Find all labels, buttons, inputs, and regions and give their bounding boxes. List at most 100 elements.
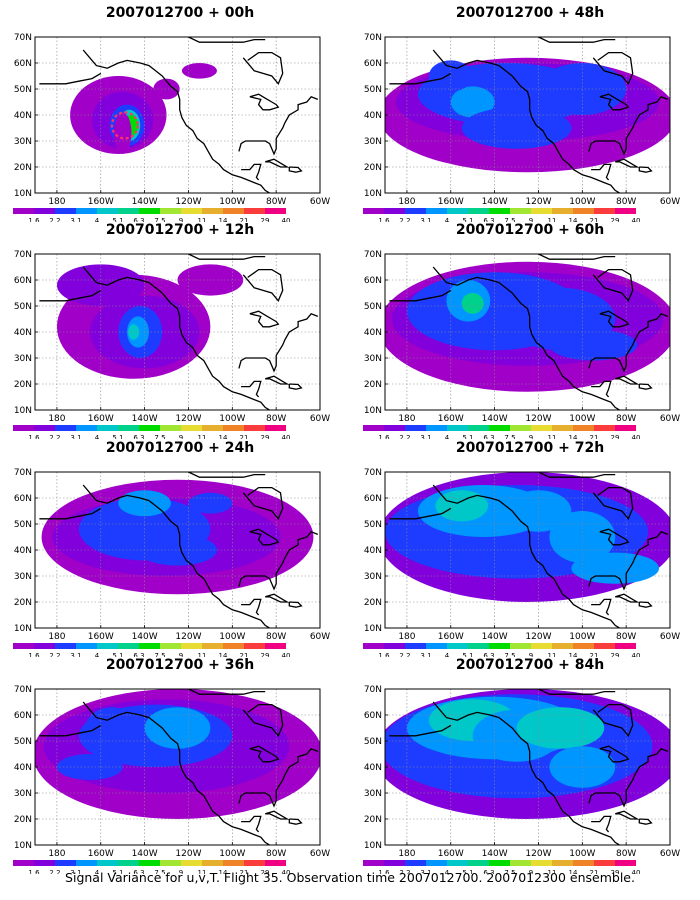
colorbar-label: 29	[611, 434, 620, 439]
colorbar-label: 29	[261, 434, 270, 439]
coastline	[592, 703, 634, 738]
y-tick-label: 60N	[14, 494, 32, 504]
colorbar-swatch	[405, 208, 426, 214]
coastline	[288, 601, 303, 608]
colorbar-swatch	[97, 208, 118, 214]
map-plot: 70N 60N 50N 40N 30N 20N 10N 180 160W 140W 120W 100W…	[363, 685, 680, 874]
coastline	[249, 310, 280, 328]
x-tick-label: 100W	[569, 632, 595, 642]
colorbar-label: 40	[282, 434, 291, 439]
colorbar-label: 21	[590, 434, 599, 439]
colorbar-label: 4	[95, 652, 100, 657]
colorbar-label: 11	[198, 869, 207, 874]
x-tick-label: 120W	[175, 632, 201, 642]
colorbar-swatch	[573, 425, 594, 431]
colorbar-label: 29	[611, 869, 620, 874]
coastline	[82, 49, 270, 193]
variance-contour	[144, 707, 211, 749]
colorbar-label: 14	[219, 652, 228, 657]
colorbar-swatch	[573, 860, 594, 866]
colorbar-swatch	[531, 643, 552, 649]
colorbar-swatch	[181, 425, 202, 431]
coastline	[188, 254, 266, 260]
colorbar-label: 21	[240, 652, 249, 657]
y-tick-label: 70N	[364, 33, 382, 43]
x-tick-label: 140W	[482, 414, 508, 424]
colorbar: 1.6 2.2 3.1 4 5.1 6.3 7.5 9 11 14 21 29 40	[363, 860, 640, 874]
coastline	[265, 158, 290, 168]
y-tick-label: 20N	[14, 815, 32, 825]
x-tick-label: 60W	[660, 414, 680, 424]
colorbar-swatch	[223, 643, 244, 649]
x-tick-label: 60W	[310, 414, 330, 424]
coastline	[82, 484, 270, 628]
coastline	[599, 93, 630, 111]
coastline	[249, 745, 280, 763]
colorbar-swatch	[384, 425, 405, 431]
y-tick-label: 10N	[364, 624, 382, 634]
colorbar-label: 2.2	[399, 217, 410, 222]
colorbar: 1.6 2.2 3.1 4 5.1 6.3 7.5 9 11 14 21 29 40	[13, 860, 290, 874]
map-plot: 70N 60N 50N 40N 30N 20N 10N 180 160W 140W 120W 100W…	[363, 33, 680, 222]
x-tick-label: 160W	[88, 414, 114, 424]
colorbar-label: 7.5	[504, 652, 515, 657]
colorbar-swatch	[202, 643, 223, 649]
colorbar-label: 5.1	[112, 869, 123, 874]
colorbar-swatch	[426, 860, 447, 866]
variance-contour	[188, 492, 233, 514]
colorbar-label: 2.2	[49, 652, 60, 657]
y-tick-label: 50N	[364, 302, 382, 312]
y-tick-label: 10N	[14, 841, 32, 851]
y-tick-label: 50N	[364, 520, 382, 530]
colorbar-swatch	[13, 425, 34, 431]
colorbar-label: 2.2	[49, 217, 60, 222]
x-tick-label: 60W	[660, 632, 680, 642]
colorbar-label: 40	[632, 434, 641, 439]
panel-title: 2007012700 + 48h	[455, 5, 605, 21]
y-tick-label: 60N	[14, 276, 32, 286]
colorbar-swatch	[34, 208, 55, 214]
colorbar-label: 3.1	[420, 869, 431, 874]
y-tick-label: 40N	[364, 328, 382, 338]
coastline	[242, 486, 284, 521]
coastline	[82, 701, 270, 845]
colorbar-label: 11	[198, 217, 207, 222]
colorbar-swatch	[244, 643, 265, 649]
y-tick-label: 10N	[364, 841, 382, 851]
colorbar-swatch	[468, 643, 489, 649]
colorbar-label: 11	[548, 869, 557, 874]
y-tick-label: 50N	[14, 520, 32, 530]
x-tick-label: 80W	[266, 632, 286, 642]
y-tick-label: 40N	[364, 546, 382, 556]
x-tick-label: 80W	[266, 849, 286, 859]
colorbar-label: 40	[632, 652, 641, 657]
panel-title: 2007012700 + 12h	[105, 222, 255, 238]
x-tick-label: 100W	[219, 632, 245, 642]
colorbar-swatch	[594, 643, 615, 649]
x-tick-label: 160W	[438, 632, 464, 642]
coastline	[432, 484, 620, 628]
colorbar-swatch	[426, 643, 447, 649]
coastline	[238, 748, 319, 808]
colorbar-label: 2.2	[399, 869, 410, 874]
colorbar-swatch	[489, 208, 510, 214]
x-tick-label: 180	[398, 632, 415, 642]
coastline	[588, 531, 669, 591]
colorbar-swatch	[160, 643, 181, 649]
map-panel: 2007012700 + 72h 70N 60N 50N 40N 30N 20N 10N 180…	[350, 440, 685, 657]
colorbar-swatch	[510, 643, 531, 649]
coastline	[188, 37, 266, 43]
coastline	[389, 289, 452, 302]
x-tick-label: 60W	[310, 849, 330, 859]
x-tick-label: 120W	[175, 849, 201, 859]
colorbar-swatch	[594, 425, 615, 431]
coastline	[249, 93, 280, 111]
x-tick-label: 100W	[569, 849, 595, 859]
x-tick-label: 140W	[482, 197, 508, 207]
coastline	[615, 593, 640, 603]
y-tick-label: 30N	[14, 137, 32, 147]
colorbar-swatch	[363, 425, 384, 431]
colorbar-swatch	[223, 860, 244, 866]
colorbar-swatch	[594, 860, 615, 866]
colorbar-swatch	[202, 208, 223, 214]
